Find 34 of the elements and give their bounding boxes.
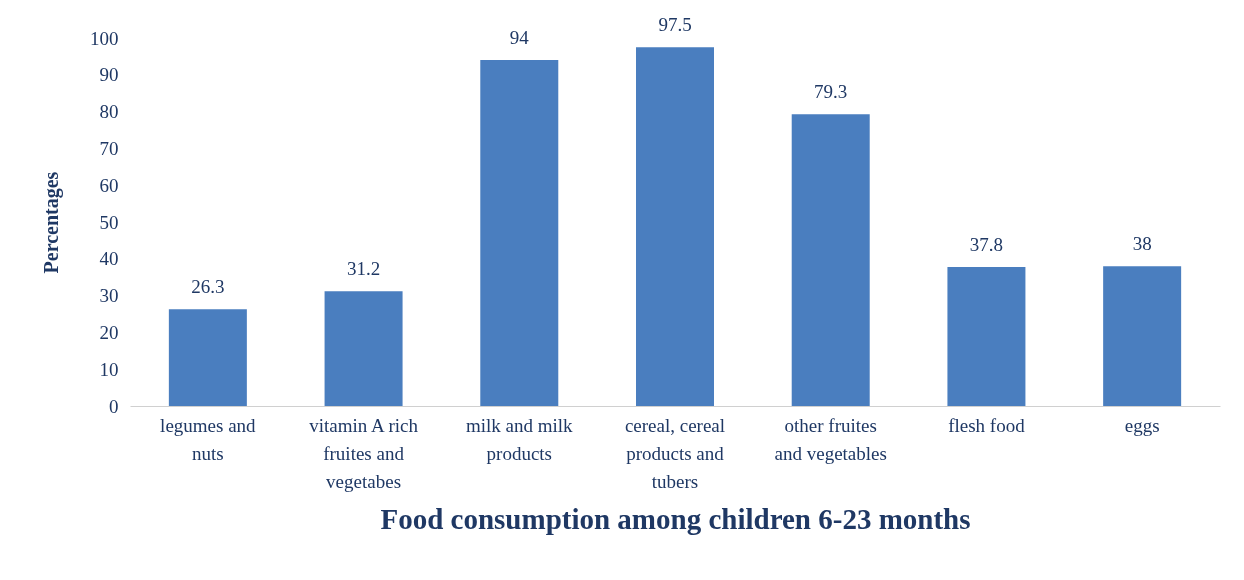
y-tick-label: 80 — [99, 101, 119, 123]
y-tick-label: 20 — [99, 321, 119, 343]
data-label: 38 — [1132, 233, 1152, 255]
bar — [947, 266, 1026, 406]
bar — [1103, 266, 1182, 406]
bar — [636, 47, 714, 406]
x-axis-title: Food consumption among children 6-23 months — [380, 502, 971, 535]
x-tick-label: cereal, cereal products and tubers — [624, 414, 726, 492]
x-tick-label: eggs — [1124, 414, 1160, 436]
y-tick-label: 90 — [99, 64, 119, 86]
y-tick-label: 50 — [99, 211, 119, 233]
x-tick-label: other fruites and vegetables — [774, 414, 887, 464]
y-tick-label: 60 — [99, 174, 119, 196]
bar — [168, 309, 247, 406]
data-label: 26.3 — [191, 276, 225, 298]
x-tick-label: vitamin A rich fruites and vegetabes — [309, 414, 419, 492]
data-label: 37.8 — [969, 233, 1004, 255]
bar — [480, 60, 559, 406]
bar — [791, 114, 870, 406]
y-tick-label: 0 — [109, 395, 119, 417]
data-label: 31.2 — [346, 258, 381, 280]
y-tick-label: 100 — [90, 27, 119, 49]
bar — [324, 291, 403, 406]
y-tick-label: 70 — [99, 137, 119, 159]
x-tick-label: flesh food — [948, 414, 1026, 436]
x-tick-label: legumes and nuts — [160, 414, 257, 464]
y-tick-label: 40 — [99, 248, 119, 270]
y-axis-title: Percentages — [40, 171, 63, 274]
y-tick-label: 10 — [99, 358, 119, 380]
y-tick-label: 30 — [99, 285, 119, 307]
x-tick-label: milk and milk products — [465, 414, 574, 464]
data-label: 94 — [509, 27, 530, 49]
data-label: 97.5 — [658, 14, 692, 36]
data-label: 79.3 — [814, 81, 848, 103]
